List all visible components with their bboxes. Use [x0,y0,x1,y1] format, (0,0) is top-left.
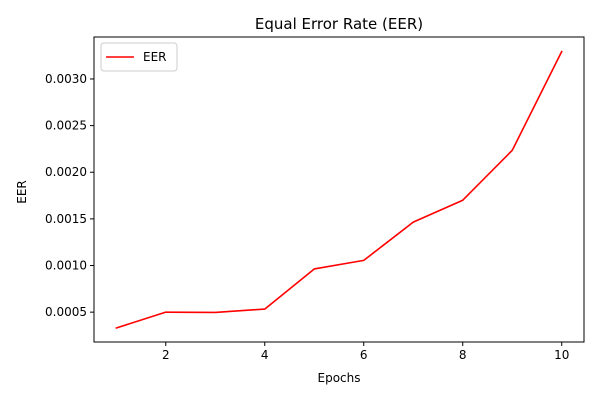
plot-frame [93,36,585,343]
legend-label-eer: EER [143,50,167,64]
y-tick-label-3: 0.0020 [45,165,87,179]
x-axis-label: Epochs [318,371,361,385]
x-tick-label-6: 6 [360,348,368,362]
x-axis: 2 4 6 8 10 [162,342,569,362]
legend: EER [100,42,178,72]
series-line-eer [115,50,563,329]
x-tick-label-2: 2 [162,348,170,362]
y-axis: 0.0005 0.0010 0.0015 0.0020 0.0025 0.0030 [45,72,94,319]
plot-area [115,50,563,329]
y-tick-label-4: 0.0025 [45,119,87,133]
y-tick-label-0: 0.0005 [45,305,87,319]
y-axis-label: EER [15,180,29,204]
chart-title: Equal Error Rate (EER) [255,15,423,33]
x-tick-label-8: 8 [459,348,467,362]
y-tick-label-1: 0.0010 [45,259,87,273]
x-tick-label-4: 4 [261,348,269,362]
y-tick-label-5: 0.0030 [45,72,87,86]
legend-box [100,42,178,72]
x-tick-label-10: 10 [554,348,569,362]
y-tick-label-2: 0.0015 [45,212,87,226]
